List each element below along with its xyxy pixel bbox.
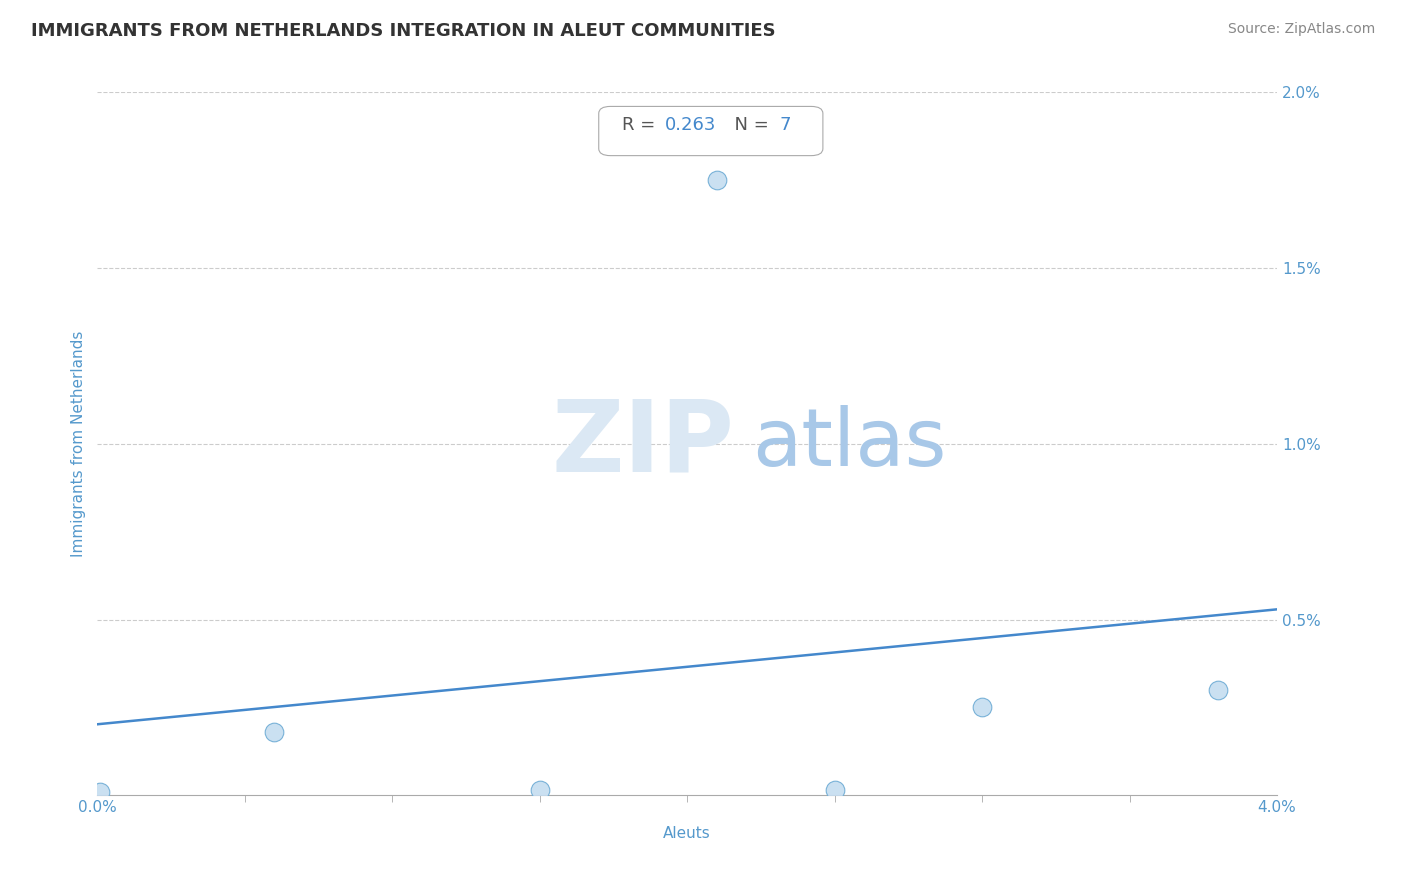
Text: 0.263: 0.263 [665, 116, 716, 134]
FancyBboxPatch shape [599, 106, 823, 155]
Text: ZIP: ZIP [551, 395, 734, 492]
Point [824, 783, 846, 797]
Text: R =: R = [623, 116, 661, 134]
Point [529, 783, 551, 797]
Text: N =: N = [723, 116, 775, 134]
Point [972, 700, 994, 714]
Y-axis label: Immigrants from Netherlands: Immigrants from Netherlands [72, 331, 86, 557]
Text: Source: ZipAtlas.com: Source: ZipAtlas.com [1227, 22, 1375, 37]
Point [263, 725, 285, 739]
Text: IMMIGRANTS FROM NETHERLANDS INTEGRATION IN ALEUT COMMUNITIES: IMMIGRANTS FROM NETHERLANDS INTEGRATION … [31, 22, 776, 40]
X-axis label: Aleuts: Aleuts [664, 826, 711, 841]
Point [89, 785, 111, 799]
Text: 7: 7 [779, 116, 790, 134]
Point [706, 173, 728, 187]
Text: atlas: atlas [752, 405, 946, 483]
Point [1206, 682, 1229, 697]
